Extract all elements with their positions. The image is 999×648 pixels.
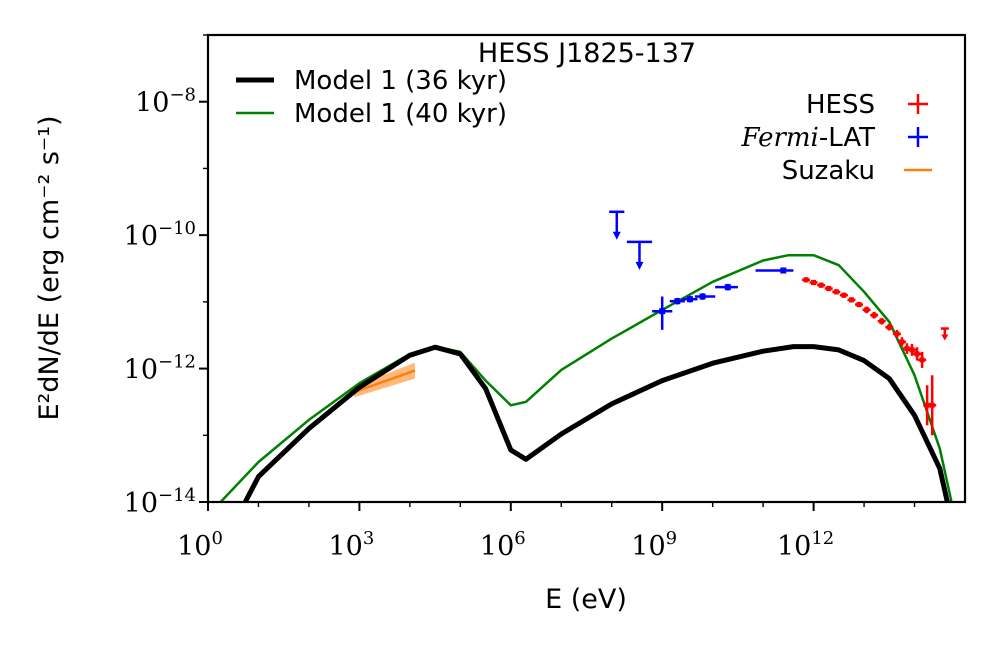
- y-axis-label: E²dN/dE (erg cm⁻² s⁻¹): [34, 115, 65, 420]
- fermi-point: [755, 267, 794, 274]
- fermi-marker: [724, 284, 731, 291]
- hess-marker: [864, 307, 870, 313]
- hess-point: [870, 311, 879, 319]
- hess-marker: [879, 318, 885, 324]
- plot-frame: [206, 33, 967, 504]
- hess-marker: [886, 324, 892, 330]
- hess-marker: [803, 277, 809, 283]
- fermi-point: [669, 297, 685, 305]
- hess-point: [832, 289, 841, 295]
- hess-marker: [811, 280, 817, 286]
- hess-point: [824, 285, 833, 292]
- legend-label: Suzaku: [782, 156, 875, 186]
- hess-marker: [894, 331, 900, 337]
- fermi-marker: [780, 267, 787, 274]
- plot-area: [218, 210, 953, 502]
- hess-marker: [909, 347, 915, 353]
- hess-marker: [899, 339, 905, 345]
- hess-marker: [841, 292, 847, 298]
- legend-label: Model 1 (36 kyr): [294, 66, 507, 96]
- y-axis: 10−8 10−10 10−12 10−14: [124, 34, 208, 519]
- x-tick-label: 1012: [777, 528, 834, 562]
- hess-point: [918, 351, 927, 368]
- fermi-point: [652, 296, 673, 330]
- suzaku-band: [354, 362, 415, 398]
- fermi-marker: [659, 308, 666, 315]
- hess-point: [877, 317, 886, 325]
- x-axis: 100 103 106 109 1012: [177, 502, 916, 562]
- chart-title: HESS J1825-137: [478, 38, 696, 69]
- fermi-upper-limit: [626, 240, 653, 270]
- legend-label: Fermi-LAT: [740, 123, 875, 153]
- fermi-marker: [686, 296, 693, 303]
- fermi-ul-arrow: [635, 261, 644, 270]
- fermi-point: [715, 283, 738, 291]
- x-tick-label: 109: [631, 528, 677, 562]
- hess-point: [913, 347, 922, 361]
- x-tick-label: 100: [177, 528, 223, 562]
- hess-marker: [914, 351, 920, 357]
- hess-marker: [833, 289, 839, 295]
- fermi-marker: [699, 293, 706, 300]
- hess-ul-arrow: [941, 334, 949, 341]
- legend-models: Model 1 (36 kyr)Model 1 (40 kyr): [236, 66, 507, 129]
- hess-marker: [856, 302, 862, 308]
- hess-point: [855, 301, 864, 308]
- x-tick-label: 103: [328, 528, 374, 562]
- hess-point: [897, 337, 906, 347]
- legend-label: HESS: [806, 90, 875, 120]
- legend-label: Model 1 (40 kyr): [294, 99, 507, 129]
- hess-point: [817, 282, 826, 288]
- suzaku-line: [353, 369, 416, 394]
- y-tick-label: 10−14: [124, 485, 196, 519]
- hess-marker: [929, 402, 935, 408]
- hess-point: [885, 323, 894, 331]
- fermi-point: [695, 293, 716, 300]
- hess-marker: [818, 282, 824, 288]
- model-40kyr-line: [218, 253, 953, 502]
- hess-point: [892, 329, 901, 338]
- hess-point: [802, 277, 811, 283]
- y-tick-label: 10−10: [124, 218, 196, 252]
- fermi-point: [682, 295, 698, 303]
- hess-marker: [904, 346, 910, 352]
- hess-marker: [871, 312, 877, 318]
- hess-point: [908, 343, 917, 356]
- hess-upper-limit: [940, 327, 949, 341]
- y-tick-label: 10−8: [135, 85, 196, 119]
- hess-point: [839, 292, 848, 298]
- hess-marker: [919, 357, 925, 363]
- hess-marker: [924, 402, 930, 408]
- fermi-upper-limit: [609, 210, 625, 240]
- y-tick-label: 10−12: [124, 352, 196, 386]
- hess-point: [862, 306, 871, 314]
- fermi-ul-arrow: [612, 231, 621, 240]
- hess-point: [928, 375, 937, 436]
- model-36kyr-line: [242, 344, 950, 502]
- x-axis-label: E (eV): [545, 584, 627, 615]
- x-tick-label: 106: [480, 528, 526, 562]
- hess-marker: [848, 297, 854, 303]
- hess-marker: [826, 286, 832, 292]
- fermi-marker: [674, 298, 681, 305]
- hess-point: [847, 297, 856, 303]
- hess-point: [809, 279, 818, 286]
